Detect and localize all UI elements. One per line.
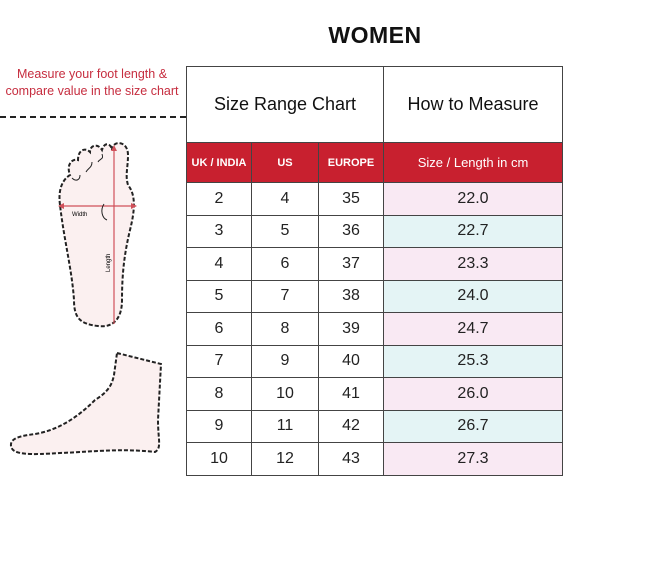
measure-note: Measure your foot length & compare value… [5,67,179,98]
length-cm: 24.7 [383,312,563,346]
europe-size: 36 [318,214,384,248]
length-cm: 25.3 [383,344,563,378]
length-cm: 26.0 [383,377,563,411]
uk-size: 3 [186,214,252,248]
europe-size: 38 [318,279,384,313]
table-row: 2 4 35 22.0 [186,182,563,216]
how-to-measure-heading: How to Measure [383,66,563,143]
width-label: Width [72,212,87,218]
us-size: 5 [251,214,319,248]
length-cm: 22.0 [383,182,563,216]
length-cm: 26.7 [383,409,563,443]
europe-size: 41 [318,377,384,411]
uk-size: 9 [186,409,252,443]
us-size: 8 [251,312,319,346]
us-size: 4 [251,182,319,216]
foot-diagram: Width Length [9,142,163,456]
table-row: 4 6 37 23.3 [186,247,563,281]
us-size: 10 [251,377,319,411]
uk-size: 2 [186,182,252,216]
us-size: 7 [251,279,319,313]
foot-top-view: Width Length [58,142,137,328]
us-size: 6 [251,247,319,281]
uk-size: 10 [186,442,252,476]
size-chart-table: Size Range Chart How to Measure UK / IND… [186,66,563,476]
uk-size: 6 [186,312,252,346]
europe-size: 40 [318,344,384,378]
header-us: US [251,142,319,183]
length-cm: 23.3 [383,247,563,281]
us-size: 11 [251,409,319,443]
europe-size: 37 [318,247,384,281]
dashed-divider [0,116,186,118]
europe-size: 42 [318,409,384,443]
us-size: 9 [251,344,319,378]
us-size: 12 [251,442,319,476]
uk-size: 7 [186,344,252,378]
length-cm: 27.3 [383,442,563,476]
size-range-chart-heading: Size Range Chart [186,66,384,143]
table-row: 3 5 36 22.7 [186,214,563,248]
table-row: 5 7 38 24.0 [186,279,563,313]
header-length-cm: Size / Length in cm [383,142,563,183]
table-row: 9 11 42 26.7 [186,409,563,443]
table-row: 10 12 43 27.3 [186,442,563,476]
length-cm: 22.7 [383,214,563,248]
page-title: WOMEN [328,22,422,48]
table-row: 8 10 41 26.0 [186,377,563,411]
header-uk-india: UK / INDIA [186,142,252,183]
europe-size: 35 [318,182,384,216]
uk-size: 5 [186,279,252,313]
table-row: 6 8 39 24.7 [186,312,563,346]
uk-size: 4 [186,247,252,281]
uk-size: 8 [186,377,252,411]
foot-side-view [9,351,163,456]
length-label: Length [106,254,112,272]
europe-size: 43 [318,442,384,476]
table-row: 7 9 40 25.3 [186,344,563,378]
length-cm: 24.0 [383,279,563,313]
europe-size: 39 [318,312,384,346]
header-europe: EUROPE [318,142,384,183]
